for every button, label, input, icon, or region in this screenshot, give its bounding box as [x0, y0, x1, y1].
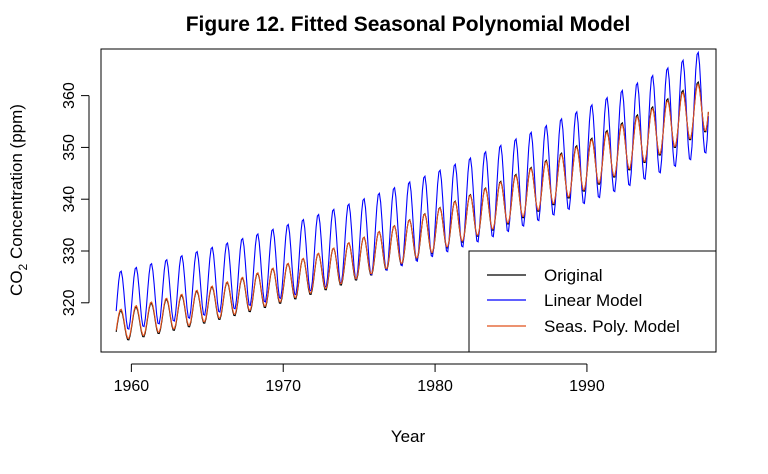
y-axis-title-subscript: 2 — [16, 263, 30, 270]
y-tick-label: 360 — [61, 82, 78, 109]
x-axis: 1960 1970 1980 1990 — [114, 363, 605, 395]
x-tick-label: 1990 — [569, 378, 605, 395]
series-line-seas-poly-model — [115, 83, 709, 339]
legend-box — [468, 250, 717, 353]
y-axis-title-main: CO — [7, 270, 26, 296]
plot-frame — [100, 48, 717, 353]
series-line-linear-model — [115, 50, 709, 330]
y-axis-title-suffix: Concentration (ppm) — [7, 104, 26, 264]
x-tick-label: 1980 — [417, 378, 453, 395]
y-tick-label: 350 — [61, 134, 78, 161]
x-tick-label: 1960 — [114, 378, 150, 395]
y-tick-label: 330 — [61, 238, 78, 265]
x-axis-title: Year — [391, 427, 426, 446]
chart-title: Figure 12. Fitted Seasonal Polynomial Mo… — [186, 13, 631, 36]
y-axis-title: CO2 Concentration (ppm) — [7, 104, 30, 296]
legend-label-linear-model: Linear Model — [544, 291, 642, 310]
plot-lines — [115, 50, 709, 341]
y-tick-label: 320 — [61, 289, 78, 316]
x-tick-label: 1970 — [265, 378, 301, 395]
legend-label-original: Original — [544, 266, 603, 285]
legend: Original Linear Model Seas. Poly. Model — [468, 250, 717, 353]
legend-label-seas-poly-model: Seas. Poly. Model — [544, 317, 680, 336]
y-axis: 320 330 340 350 360 — [61, 82, 90, 316]
y-tick-label: 340 — [61, 186, 78, 213]
